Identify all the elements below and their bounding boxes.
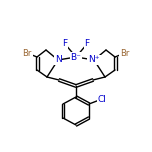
Text: Br: Br [22, 48, 32, 57]
Text: F: F [62, 40, 67, 48]
Text: B⁻: B⁻ [71, 52, 81, 62]
Text: Br: Br [120, 48, 130, 57]
Text: N⁺: N⁺ [88, 55, 100, 64]
Text: N: N [55, 55, 61, 64]
Text: Cl: Cl [98, 95, 106, 104]
Text: F: F [85, 40, 90, 48]
